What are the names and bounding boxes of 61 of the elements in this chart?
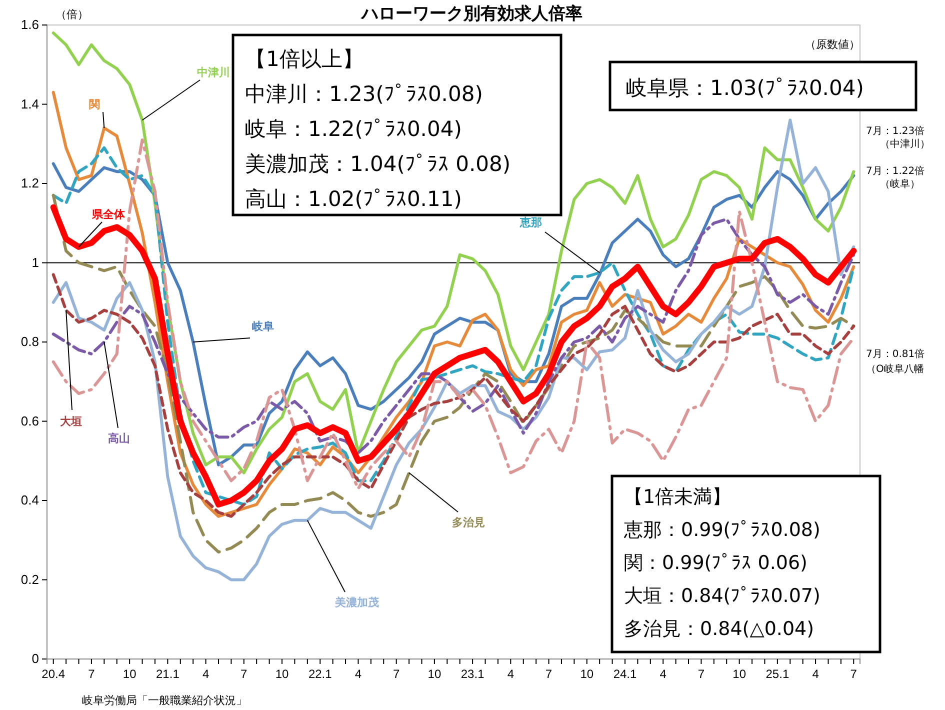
text: 7月：1.23倍 bbox=[866, 125, 925, 137]
x-tick-label: 24.1 bbox=[613, 666, 637, 681]
x-tick-label: 10 bbox=[428, 666, 442, 681]
y-tick-label: 0 bbox=[32, 651, 39, 666]
x-tick-label: 7 bbox=[545, 666, 552, 681]
x-tick-label: 7 bbox=[88, 666, 96, 681]
x-tick-label: 10 bbox=[580, 666, 594, 681]
x-tick-label: 22.1 bbox=[308, 666, 332, 681]
x-tick-label: 7 bbox=[240, 666, 248, 681]
y-tick-label: 1.4 bbox=[20, 96, 39, 112]
text: （岐阜） bbox=[880, 178, 920, 190]
text: 高山 bbox=[108, 432, 130, 445]
x-tick-label: 4 bbox=[812, 666, 820, 681]
x-tick-label: 4 bbox=[660, 666, 667, 681]
chart-title: ハローワーク別有効求人倍率 bbox=[360, 4, 582, 24]
x-tick-label: 4 bbox=[507, 666, 514, 681]
series-label: 県全体 bbox=[91, 208, 126, 221]
x-tick-label: 21.1 bbox=[156, 666, 180, 681]
y-tick-label: 1.2 bbox=[20, 176, 39, 191]
x-tick-label: 25.1 bbox=[766, 666, 790, 681]
y-tick-label: 1 bbox=[32, 254, 39, 270]
x-tick-label: 7 bbox=[850, 666, 858, 681]
x-tick-label: 10 bbox=[732, 666, 746, 681]
annotation: 大垣：0.84(ﾌﾟﾗｽ0.07) bbox=[624, 585, 820, 607]
y-tick-label: 0.8 bbox=[20, 334, 39, 350]
annotation: 岐阜：1.22(ﾌﾟﾗｽ0.04) bbox=[245, 117, 462, 141]
annotation: 岐阜県：1.03(ﾌﾟﾗｽ0.04) bbox=[626, 76, 864, 100]
x-tick-label: 10 bbox=[122, 666, 137, 681]
text: 7月：0.81倍 bbox=[866, 348, 925, 360]
annotation: 恵那：0.99(ﾌﾟﾗｽ0.08) bbox=[623, 519, 820, 541]
text: 岐阜 bbox=[252, 320, 274, 333]
annotation: 【1倍未満】 bbox=[624, 486, 732, 508]
x-tick-label: 7 bbox=[392, 666, 400, 681]
text: 岐阜労働局「一般職業紹介状況」 bbox=[82, 694, 247, 707]
y-tick-label: 0.6 bbox=[20, 413, 39, 428]
text: 多治見 bbox=[452, 516, 485, 529]
x-tick-label: 4 bbox=[354, 666, 362, 681]
annotation: 関：0.99(ﾌﾟﾗｽ 0.06) bbox=[624, 552, 808, 574]
y-tick-label: 1.6 bbox=[20, 17, 39, 32]
y-axis-title: （倍） bbox=[56, 8, 88, 21]
x-tick-label: 7 bbox=[698, 666, 705, 681]
text: 大垣 bbox=[60, 415, 82, 428]
text: （中津川） bbox=[880, 138, 930, 150]
text: 恵那 bbox=[519, 216, 542, 229]
annotation: 美濃加茂：1.04(ﾌﾟﾗｽ 0.08) bbox=[245, 152, 511, 176]
x-tick-label: 10 bbox=[275, 666, 289, 681]
text: （原数値） bbox=[805, 38, 860, 51]
y-tick-label: 0.2 bbox=[20, 572, 39, 587]
text: 中津川 bbox=[197, 66, 230, 79]
x-tick-label: 4 bbox=[202, 666, 210, 681]
x-tick-label: 23.1 bbox=[460, 666, 485, 681]
annotation: 【1倍以上】 bbox=[245, 47, 364, 71]
series-label: 関 bbox=[89, 98, 100, 111]
annotation: 多治見：0.84(△0.04) bbox=[624, 618, 814, 640]
text: 7月：1.22倍 bbox=[866, 165, 925, 177]
text: 美濃加茂 bbox=[334, 596, 379, 609]
text: （O岐阜八幡 bbox=[866, 363, 924, 375]
annotation: 高山：1.02(ﾌﾟﾗｽ0.11) bbox=[245, 187, 462, 211]
x-tick-label: 20.4 bbox=[42, 666, 66, 681]
annotation: 中津川：1.23(ﾌﾟﾗｽ0.08) bbox=[245, 82, 483, 106]
y-tick-label: 0.4 bbox=[20, 492, 39, 508]
